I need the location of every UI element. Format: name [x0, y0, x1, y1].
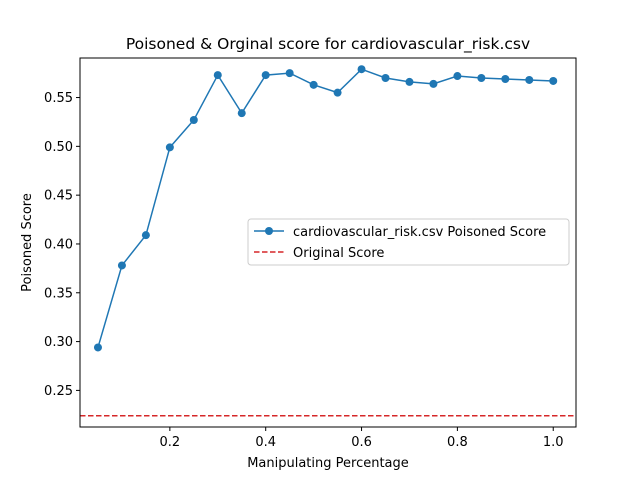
poisoned-score-point [237, 109, 246, 118]
legend-box [247, 218, 570, 266]
axis-ticks: 0.2 0.4 0.6 0.8 1.0 0.25 0.30 0.35 0.40 0.45 0.50 0… [44, 91, 564, 450]
poisoned-score-point [141, 231, 150, 240]
y-tick-label: 0.35 [44, 286, 73, 301]
poisoned-score-point [477, 74, 486, 83]
poisoned-score-line [97, 68, 554, 348]
poisoned-score-point [357, 65, 366, 74]
plot-area [80, 65, 576, 417]
y-tick-label: 0.55 [44, 91, 73, 106]
poisoned-score-point [381, 74, 390, 83]
x-tick-label: 0.4 [255, 435, 276, 450]
poisoned-score-point [93, 343, 102, 352]
y-tick-label: 0.25 [44, 384, 73, 399]
chart-title: Poisoned & Orginal score for cardiovascu… [126, 35, 530, 54]
poisoned-score-point [525, 75, 534, 84]
poisoned-score-point [453, 72, 462, 81]
y-tick-label: 0.45 [44, 189, 73, 204]
y-tick-label: 0.30 [44, 335, 73, 350]
poisoned-score-point [501, 74, 510, 83]
axes-frame [79, 57, 577, 428]
legend-marker-poisoned [265, 227, 273, 235]
poisoned-score-point [213, 71, 222, 80]
poisoned-score-point [285, 69, 294, 78]
poisoned-score-point [333, 88, 342, 97]
poisoned-score-point [405, 77, 414, 86]
poisoned-score-point [549, 76, 558, 85]
poisoned-score-point [117, 261, 126, 270]
x-tick-label: 1.0 [543, 435, 564, 450]
x-tick-label: 0.2 [160, 435, 181, 450]
legend-label-original: Original Score [293, 246, 384, 261]
y-tick-label: 0.40 [44, 237, 73, 252]
legend: cardiovascular_risk.csv Poisoned Score O… [247, 218, 570, 266]
x-axis-title: Manipulating Percentage [247, 456, 409, 471]
poisoned-score-point [309, 80, 318, 89]
y-axis-title: Poisoned Score [20, 193, 35, 292]
poisoned-score-point [429, 79, 438, 88]
poisoned-score-point [165, 143, 174, 152]
poisoned-score-point [189, 115, 198, 124]
legend-label-poisoned: cardiovascular_risk.csv Poisoned Score [293, 225, 546, 240]
x-tick-label: 0.6 [351, 435, 372, 450]
y-tick-label: 0.50 [44, 140, 73, 155]
poisoned-score-point [261, 71, 270, 80]
x-tick-label: 0.8 [447, 435, 468, 450]
